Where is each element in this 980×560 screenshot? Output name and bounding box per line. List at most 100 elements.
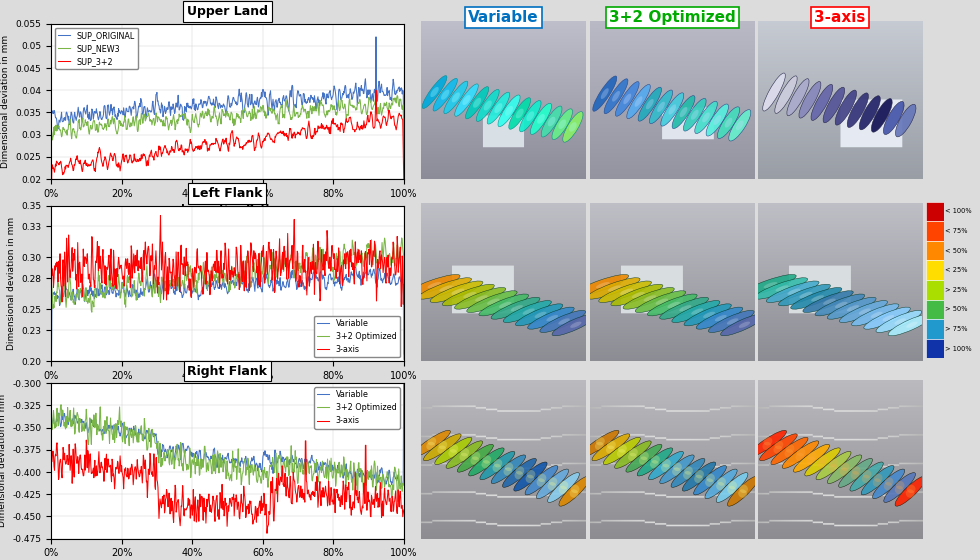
Ellipse shape — [601, 88, 609, 99]
Ellipse shape — [850, 462, 883, 491]
Ellipse shape — [660, 297, 709, 319]
Ellipse shape — [667, 302, 680, 308]
Ellipse shape — [762, 73, 785, 111]
Ellipse shape — [848, 93, 868, 128]
Ellipse shape — [618, 445, 627, 453]
Title: Right Flank: Right Flank — [187, 365, 268, 377]
Ellipse shape — [450, 445, 459, 453]
SUP_ORIGINAL — [131, 113, 143, 119]
SUP_3+2 — [157, 150, 169, 157]
SUP_ORIGINAL — [370, 34, 382, 40]
Ellipse shape — [596, 437, 605, 445]
3-axis — [144, 451, 156, 458]
Ellipse shape — [644, 295, 657, 301]
Ellipse shape — [808, 452, 816, 460]
Ellipse shape — [593, 76, 616, 111]
Ellipse shape — [449, 449, 458, 458]
Ellipse shape — [771, 437, 808, 465]
Ellipse shape — [717, 477, 726, 486]
Ellipse shape — [606, 445, 614, 454]
Ellipse shape — [452, 92, 460, 102]
Ellipse shape — [604, 79, 628, 114]
Y-axis label: Dimensional deviation in mm: Dimensional deviation in mm — [7, 217, 16, 350]
Ellipse shape — [537, 478, 546, 487]
Ellipse shape — [794, 444, 829, 472]
Line: Variable: Variable — [51, 266, 404, 433]
Ellipse shape — [662, 459, 671, 468]
Ellipse shape — [475, 295, 488, 301]
Ellipse shape — [470, 456, 479, 465]
Ellipse shape — [797, 448, 806, 456]
Ellipse shape — [885, 477, 894, 486]
Ellipse shape — [906, 484, 915, 493]
Ellipse shape — [548, 473, 579, 502]
Ellipse shape — [514, 462, 547, 491]
Bar — [926, 280, 944, 300]
Ellipse shape — [884, 473, 915, 502]
Ellipse shape — [738, 489, 747, 498]
Ellipse shape — [680, 107, 687, 117]
Variable — [363, 474, 374, 481]
Ellipse shape — [426, 442, 435, 450]
Ellipse shape — [569, 489, 578, 498]
Ellipse shape — [672, 301, 720, 323]
Ellipse shape — [638, 87, 662, 121]
3+2 Optimized — [392, 498, 404, 505]
Variable — [157, 284, 169, 291]
3+2 Optimized — [157, 278, 169, 284]
Variable — [398, 351, 410, 357]
Bar — [926, 300, 944, 319]
SUP_NEW3 — [398, 153, 410, 160]
Ellipse shape — [466, 291, 517, 312]
SUP_ORIGINAL — [363, 87, 374, 94]
Ellipse shape — [871, 99, 892, 132]
Text: > 25%: > 25% — [945, 287, 967, 293]
Ellipse shape — [896, 481, 905, 489]
3+2 Optimized — [144, 283, 156, 290]
Ellipse shape — [547, 315, 558, 321]
Ellipse shape — [706, 478, 714, 487]
Ellipse shape — [840, 468, 849, 476]
Ellipse shape — [895, 486, 904, 494]
Ellipse shape — [460, 453, 468, 461]
Ellipse shape — [763, 437, 772, 445]
Ellipse shape — [729, 110, 751, 141]
Ellipse shape — [651, 455, 660, 464]
SUP_ORIGINAL — [45, 163, 57, 170]
Ellipse shape — [817, 460, 826, 469]
Ellipse shape — [725, 118, 732, 128]
Ellipse shape — [614, 441, 651, 468]
Ellipse shape — [491, 297, 540, 319]
Ellipse shape — [786, 445, 795, 453]
3+2 Optimized — [398, 478, 410, 485]
Ellipse shape — [773, 445, 782, 454]
Ellipse shape — [830, 459, 839, 468]
Line: SUP_ORIGINAL: SUP_ORIGINAL — [51, 37, 404, 166]
Ellipse shape — [755, 278, 808, 299]
SUP_NEW3 — [45, 171, 57, 178]
SUP_NEW3 — [363, 94, 374, 101]
Legend: SUP_ORIGINAL, SUP_NEW3, SUP_3+2: SUP_ORIGINAL, SUP_NEW3, SUP_3+2 — [55, 27, 138, 69]
Ellipse shape — [595, 442, 604, 450]
Ellipse shape — [852, 466, 860, 475]
Ellipse shape — [504, 301, 552, 323]
3+2 Optimized — [144, 435, 156, 442]
Line: 3+2 Optimized: 3+2 Optimized — [51, 238, 404, 376]
Ellipse shape — [811, 295, 824, 301]
Ellipse shape — [791, 287, 842, 309]
Ellipse shape — [464, 292, 476, 298]
Ellipse shape — [876, 310, 922, 333]
Bar — [926, 260, 944, 280]
3-axis — [157, 263, 169, 270]
Ellipse shape — [482, 455, 491, 464]
Ellipse shape — [455, 84, 478, 116]
Ellipse shape — [435, 437, 472, 465]
Ellipse shape — [727, 486, 736, 494]
Ellipse shape — [861, 465, 894, 495]
Ellipse shape — [763, 282, 777, 288]
Variable — [45, 315, 57, 322]
Variable — [319, 286, 331, 292]
Ellipse shape — [627, 85, 651, 119]
Ellipse shape — [760, 434, 798, 461]
Ellipse shape — [519, 100, 541, 132]
